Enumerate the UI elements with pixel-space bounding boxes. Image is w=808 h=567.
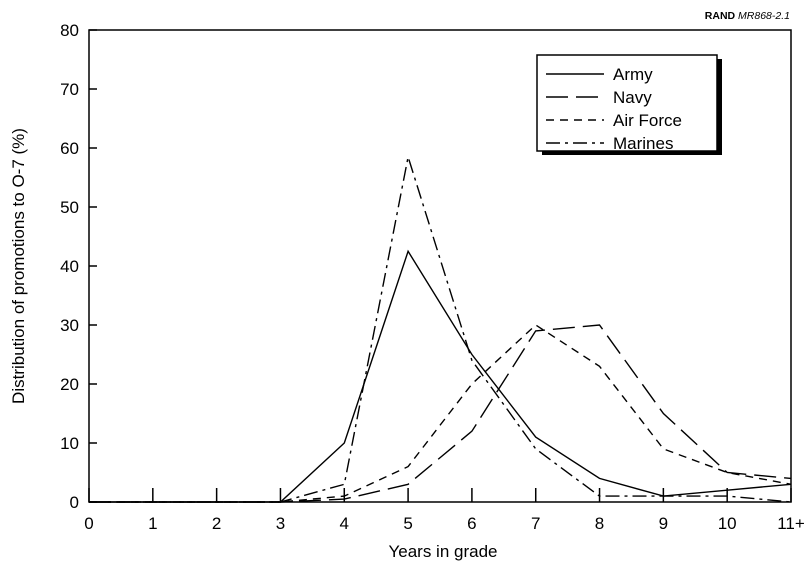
y-tick-label: 0 — [70, 493, 79, 512]
series-lines — [89, 156, 792, 503]
legend-label: Marines — [613, 134, 673, 153]
y-axis: 0 10 20 30 40 50 60 70 80 — [60, 21, 97, 512]
source-doc: MR868-2.1 — [738, 10, 790, 22]
y-axis-label: Distribution of promotions to O-7 (%) — [9, 128, 28, 404]
legend-label: Air Force — [613, 111, 682, 130]
source-org: RAND — [704, 10, 736, 22]
y-tick-label: 80 — [60, 21, 79, 40]
x-tick-label: 11+ — [777, 514, 805, 533]
x-tick-label: 0 — [84, 514, 93, 533]
x-tick-label: 6 — [467, 514, 476, 533]
series-line-navy — [89, 324, 792, 503]
series-line-air-force — [89, 324, 792, 503]
legend: Army Navy Air Force Marines — [536, 54, 722, 155]
y-tick-label: 70 — [60, 80, 79, 99]
legend-label: Navy — [613, 88, 652, 107]
y-tick-label: 10 — [60, 434, 79, 453]
y-tick-label: 20 — [60, 375, 79, 394]
y-tick-label: 30 — [60, 316, 79, 335]
legend-label: Army — [613, 65, 653, 84]
y-tick-label: 60 — [60, 139, 79, 158]
legend-box — [536, 54, 718, 152]
x-tick-label: 3 — [276, 514, 285, 533]
x-tick-label: 7 — [531, 514, 540, 533]
x-axis: 0 1 2 3 4 5 6 7 8 9 10 11+ — [84, 488, 805, 533]
series-line-marines — [89, 156, 792, 503]
x-tick-label: 4 — [340, 514, 349, 533]
x-tick-label: 5 — [403, 514, 412, 533]
x-tick-label: 9 — [659, 514, 668, 533]
x-axis-label: Years in grade — [388, 542, 497, 561]
x-tick-label: 8 — [595, 514, 604, 533]
y-tick-label: 40 — [60, 257, 79, 276]
x-tick-label: 10 — [718, 514, 737, 533]
y-tick-label: 50 — [60, 198, 79, 217]
x-tick-label: 1 — [148, 514, 157, 533]
series-line-army — [89, 249, 792, 503]
source-note: RAND MR868-2.1 — [705, 10, 790, 22]
x-tick-label: 2 — [212, 514, 221, 533]
